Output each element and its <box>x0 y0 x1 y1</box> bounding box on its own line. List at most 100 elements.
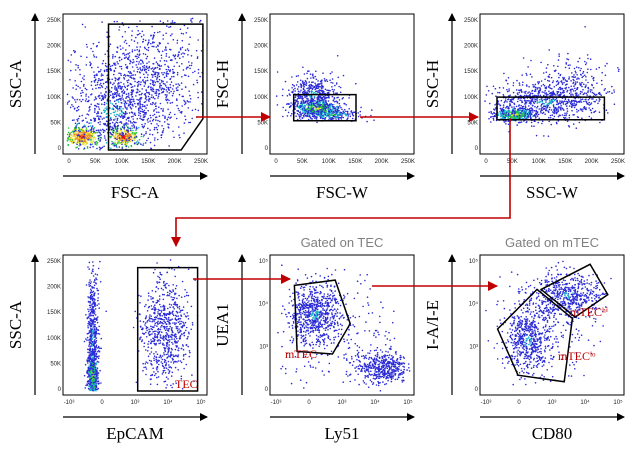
event-dot <box>94 107 96 110</box>
event-dot <box>130 137 133 140</box>
event-dot <box>329 79 331 81</box>
event-dot <box>81 143 84 145</box>
event-dot <box>97 66 99 69</box>
event-dot <box>90 80 93 83</box>
event-dot <box>175 87 178 89</box>
event-dot <box>320 87 323 90</box>
event-dot <box>555 98 558 100</box>
event-dot <box>553 99 556 102</box>
event-dot <box>117 83 119 85</box>
event-dot <box>145 132 147 135</box>
event-dot <box>70 131 72 134</box>
event-dot <box>105 90 107 93</box>
event-dot <box>114 88 116 90</box>
event-dot <box>547 111 550 113</box>
event-dot <box>116 135 119 137</box>
event-dot <box>93 127 96 129</box>
event-dot <box>566 80 569 82</box>
event-dot <box>72 130 74 133</box>
event-dot <box>295 75 298 78</box>
y-axis-label: SSC-A <box>6 59 25 108</box>
event-dot <box>309 73 312 75</box>
event-dot <box>337 117 340 119</box>
event-dot <box>503 112 506 114</box>
event-dot <box>106 112 108 115</box>
event-dot <box>528 91 530 93</box>
event-dot <box>70 69 72 72</box>
event-dot <box>184 103 186 106</box>
event-dot <box>342 97 345 99</box>
event-dot <box>333 113 336 116</box>
event-dot <box>541 120 544 123</box>
event-dot <box>309 84 311 86</box>
event-dot <box>553 92 556 95</box>
event-dot <box>121 94 124 96</box>
event-dot <box>323 95 325 98</box>
event-dot <box>103 69 106 72</box>
event-dot <box>121 114 123 117</box>
event-dot <box>89 137 91 139</box>
event-dot <box>520 104 522 107</box>
event-dot <box>182 33 185 35</box>
event-dot <box>524 108 527 111</box>
event-dot <box>324 118 326 120</box>
event-dot <box>141 123 143 126</box>
event-dot <box>116 132 119 135</box>
event-dot <box>297 101 300 103</box>
event-dot <box>116 140 119 143</box>
event-dot <box>78 134 80 136</box>
event-dot <box>188 90 190 92</box>
event-dot <box>324 80 327 82</box>
event-dot <box>541 101 544 103</box>
event-dot <box>197 68 200 71</box>
event-dot <box>306 77 309 80</box>
event-dot <box>310 84 313 86</box>
event-dot <box>174 54 177 56</box>
event-dot <box>330 103 333 105</box>
event-dot <box>100 147 103 150</box>
event-dot <box>158 106 160 108</box>
event-dot <box>121 113 123 116</box>
event-dot <box>173 90 175 93</box>
event-dot <box>307 87 310 89</box>
event-dot <box>310 103 313 106</box>
event-dot <box>157 89 159 91</box>
event-dot <box>123 57 126 59</box>
event-dot <box>534 86 537 89</box>
event-dot <box>328 110 331 112</box>
event-dot <box>132 115 134 118</box>
event-dot <box>337 111 340 113</box>
event-dot <box>325 107 328 109</box>
event-dot <box>288 93 291 95</box>
event-dot <box>133 125 136 127</box>
event-dot <box>359 110 362 113</box>
event-dot <box>509 104 512 107</box>
event-dot <box>74 50 76 53</box>
event-dot <box>336 92 339 94</box>
event-dot <box>512 84 515 87</box>
event-dot <box>300 113 303 115</box>
event-dot <box>97 121 100 124</box>
event-dot <box>548 49 550 51</box>
event-dot <box>580 101 583 103</box>
event-dot <box>123 54 126 56</box>
event-dot <box>290 115 292 117</box>
event-dot <box>145 71 148 74</box>
event-dot <box>139 143 142 145</box>
event-dot <box>184 49 187 51</box>
event-dot <box>125 42 128 45</box>
event-dot <box>93 56 96 58</box>
event-dot <box>114 127 117 129</box>
event-dot <box>113 119 115 121</box>
event-dot <box>581 110 584 112</box>
event-dot <box>179 136 181 139</box>
event-dot <box>156 66 159 69</box>
event-dot <box>303 81 306 84</box>
event-dot <box>190 55 193 57</box>
event-dot <box>132 74 135 76</box>
event-dot <box>176 71 179 74</box>
event-dot <box>139 46 142 48</box>
event-dot <box>155 46 158 48</box>
event-dot <box>523 91 525 93</box>
event-dot <box>135 64 137 66</box>
